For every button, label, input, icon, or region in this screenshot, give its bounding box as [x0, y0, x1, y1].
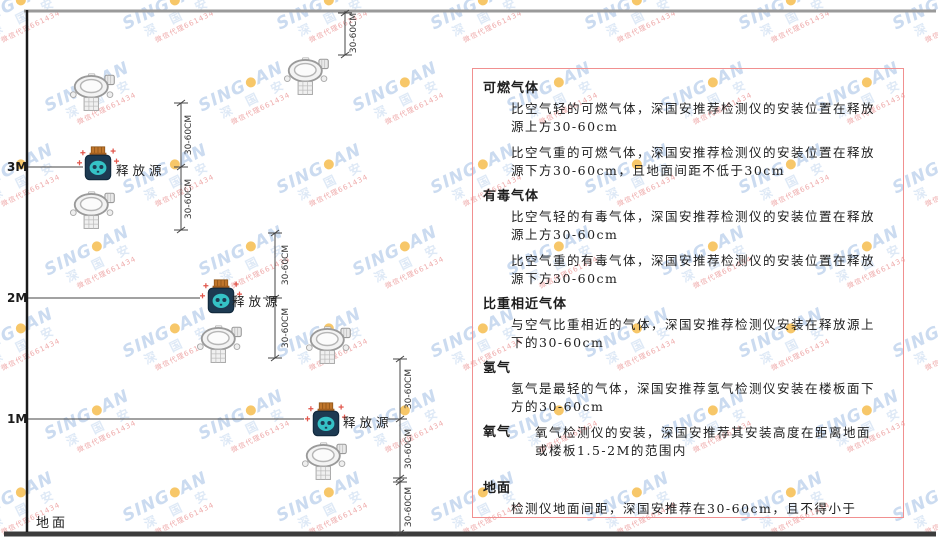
gas-detector-icon [283, 57, 329, 96]
level-lines [28, 166, 400, 420]
section-flammable-gas: 可燃气体 比空气轻的可燃气体，深国安推荐检测仪的安装位置在释放源上方30-60c… [483, 80, 891, 180]
section-ground: 地面 检测仪地面间距，深国安推荐在30-60cm，且不得小于30cm，因为过低容… [483, 480, 891, 517]
section-hydrogen: 氢气 氢气是最轻的气体，深国安推荐氢气检测仪安装在楼板面下方的30-60cm [483, 360, 891, 416]
section-paragraph: 氧气检测仪的安装，深国安推荐其安装高度在距离地面或楼板1.5-2M的范围内 [535, 425, 872, 458]
release-source-label: 释放源 [232, 294, 282, 309]
gas-detector-icon [301, 442, 347, 481]
dim-label: 30-60CM [404, 369, 414, 409]
section-oxygen: 氧气 氧气检测仪的安装，深国安推荐其安装高度在距离地面或楼板1.5-2M的范围内 [483, 424, 891, 466]
release-source-icon [304, 402, 348, 439]
dim-label: 30-60CM [349, 13, 359, 53]
height-label-3m: 3M [7, 160, 28, 174]
spec-panel: 可燃气体 比空气轻的可燃气体，深国安推荐检测仪的安装位置在释放源上方30-60c… [472, 68, 904, 518]
dim-label: 30-60CM [404, 487, 414, 527]
section-paragraph: 氢气是最轻的气体，深国安推荐氢气检测仪安装在楼板面下方的30-60cm [511, 381, 876, 414]
release-source-label: 释放源 [343, 415, 393, 430]
gas-detector-icon [305, 326, 351, 365]
section-heading: 比重相近气体 [483, 297, 568, 312]
section-heading: 氧气 [483, 425, 512, 440]
gas-detector-icon [69, 191, 115, 230]
height-label-1m: 1M [7, 412, 28, 426]
gas-detector-icon [69, 73, 115, 112]
section-toxic-gas: 有毒气体 比空气轻的有毒气体，深国安推荐检测仪的安装位置在释放源上方30-60c… [483, 188, 891, 288]
release-source-label: 释放源 [116, 163, 166, 178]
section-heading: 可燃气体 [483, 81, 540, 96]
dim-label: 30-60CM [281, 308, 291, 348]
dimension-labels: 30-60CM 30-60CM 30-60CM 30-60CM 30-60CM … [184, 13, 414, 527]
release-source-icon [76, 146, 120, 183]
gas-detector-icon [196, 325, 242, 364]
dim-label: 30-60CM [184, 179, 194, 219]
section-paragraph: 比空气重的有毒气体，深国安推荐检测仪的安装位置在释放源下方30-60cm [511, 253, 876, 286]
section-paragraph: 与空气比重相近的气体，深国安推荐检测仪安装在释放源上下的30-60cm [511, 317, 876, 350]
section-heading: 地面 [483, 481, 512, 496]
height-label-2m: 2M [7, 291, 28, 305]
section-paragraph: 比空气轻的可燃气体，深国安推荐检测仪的安装位置在释放源上方30-60cm [511, 101, 876, 134]
dim-label: 30-60CM [184, 115, 194, 155]
section-paragraph: 比空气重的可燃气体，深国安推荐检测仪的安装位置在释放源下方30-60cm，且地面… [511, 145, 876, 178]
dim-label: 30-60CM [281, 245, 291, 285]
section-paragraph: 检测仪地面间距，深国安推荐在30-60cm，且不得小于30cm，因为过低容易水溅… [511, 501, 857, 516]
ground-label: 地面 [36, 516, 69, 531]
section-paragraph: 比空气轻的有毒气体，深国安推荐检测仪的安装位置在释放源上方30-60cm [511, 209, 876, 242]
section-heading: 有毒气体 [483, 189, 540, 204]
dim-label: 30-60CM [404, 429, 414, 469]
section-heading: 氢气 [483, 361, 512, 376]
section-similar-density-gas: 比重相近气体 与空气比重相近的气体，深国安推荐检测仪安装在释放源上下的30-60… [483, 296, 891, 352]
